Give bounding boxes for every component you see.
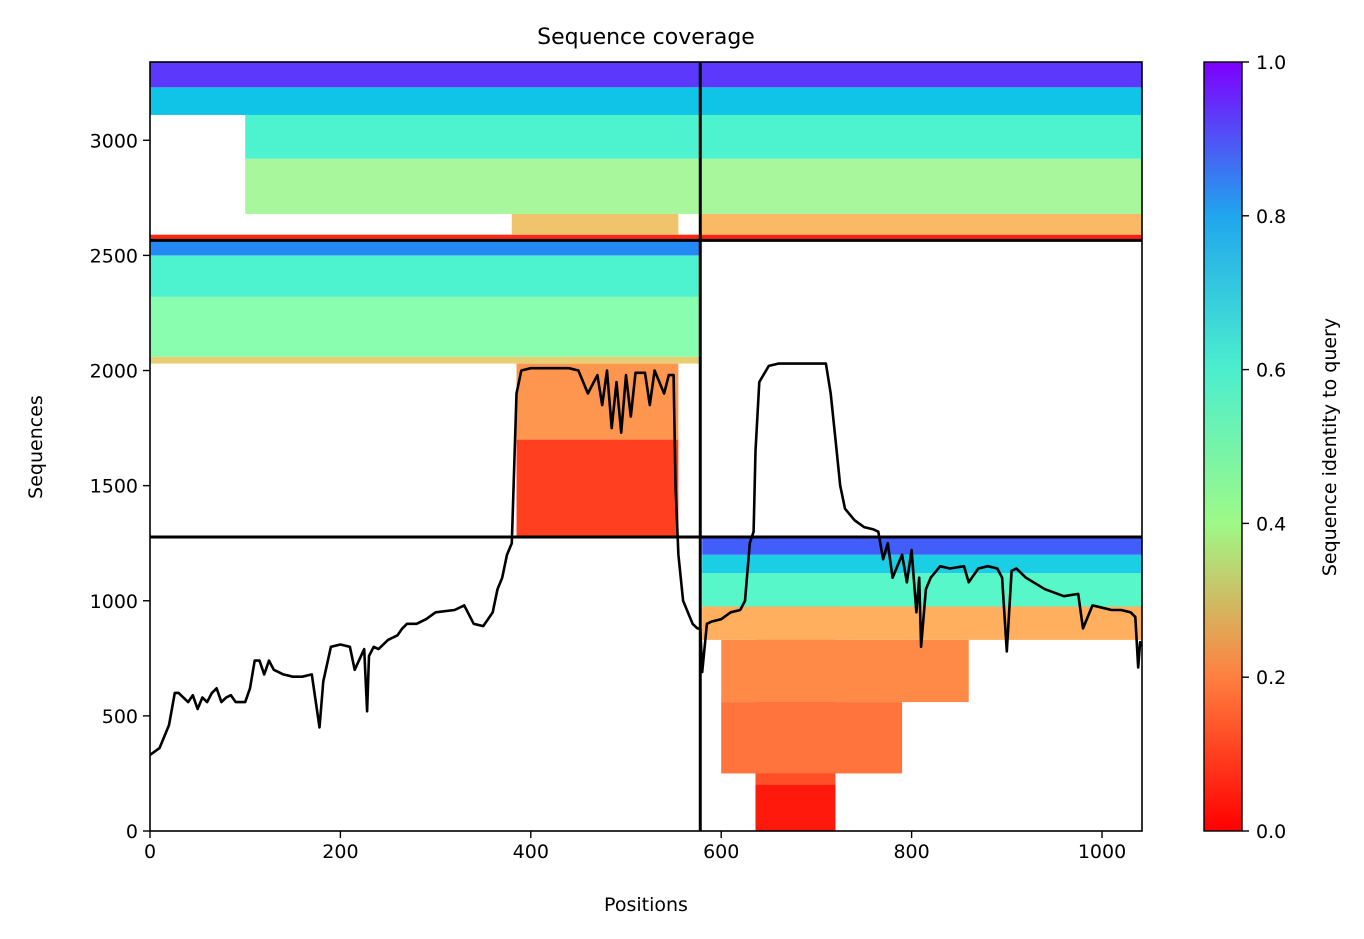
x-axis-label: Positions — [604, 894, 688, 916]
colorbar: 0.0 0.2 0.4 0.6 0.8 1.0 Sequence identity to … — [1203, 52, 1341, 843]
coverage-band — [245, 114, 701, 159]
coverage-band — [702, 573, 1142, 607]
coverage-band — [150, 296, 701, 357]
colorbar-gradient — [1203, 61, 1243, 832]
colorbar-label: Sequence identity to query — [1319, 318, 1341, 576]
coverage-band — [700, 87, 1142, 115]
y-tick-label: 3000 — [90, 130, 138, 152]
colorbar-tick-label: 0.0 — [1256, 821, 1286, 843]
y-tick-label: 500 — [102, 706, 138, 728]
y-tick-label: 2000 — [90, 361, 138, 383]
coverage-band — [150, 234, 701, 241]
colorbar-ticks: 0.0 0.2 0.4 0.6 0.8 1.0 — [1242, 52, 1286, 843]
plot-area — [149, 61, 1143, 832]
x-tick-label: 1000 — [1078, 841, 1126, 863]
coverage-line-layer — [150, 362, 1142, 757]
colorbar-tick-label: 0.4 — [1256, 513, 1286, 535]
x-axis: 0 200 400 600 800 1000 — [144, 831, 1126, 863]
coverage-band — [150, 240, 701, 256]
coverage-band — [702, 554, 1142, 574]
coverage-band — [721, 702, 903, 774]
coverage-band — [150, 62, 701, 88]
coverage-band — [700, 62, 1142, 88]
plot-frame — [149, 61, 1143, 832]
x-tick-label: 400 — [513, 841, 549, 863]
y-tick-label: 2500 — [90, 245, 138, 267]
coverage-band — [721, 639, 969, 703]
coverage-band — [516, 439, 679, 537]
coverage-band — [150, 255, 701, 297]
y-axis: 0 500 1000 1500 2000 2500 3000 — [90, 130, 150, 843]
colorbar-tick-label: 0.2 — [1256, 667, 1286, 689]
coverage-band — [700, 213, 1142, 235]
y-axis-label: Sequences — [25, 395, 47, 499]
x-tick-label: 200 — [322, 841, 358, 863]
chain-boundary-layer — [150, 62, 1142, 831]
y-tick-label: 1500 — [90, 476, 138, 498]
colorbar-tick-label: 0.6 — [1256, 360, 1286, 382]
coverage-band — [700, 158, 1142, 214]
coverage-band — [700, 234, 1142, 241]
coverage-band — [702, 536, 1142, 555]
chart-title: Sequence coverage — [537, 25, 755, 50]
coverage-band — [150, 356, 701, 364]
coverage-band — [245, 158, 701, 214]
coverage-band — [511, 213, 679, 235]
y-tick-label: 1000 — [90, 591, 138, 613]
heatmap-layer — [150, 62, 1142, 831]
colorbar-tick-label: 1.0 — [1256, 52, 1286, 74]
colorbar-tick-label: 0.8 — [1256, 206, 1286, 228]
x-tick-label: 0 — [144, 841, 156, 863]
coverage-band — [755, 784, 836, 831]
x-tick-label: 600 — [703, 841, 739, 863]
coverage-line — [150, 362, 1142, 757]
y-tick-label: 0 — [126, 821, 138, 843]
x-tick-label: 800 — [893, 841, 929, 863]
coverage-band — [700, 114, 1142, 159]
coverage-band — [150, 87, 701, 115]
